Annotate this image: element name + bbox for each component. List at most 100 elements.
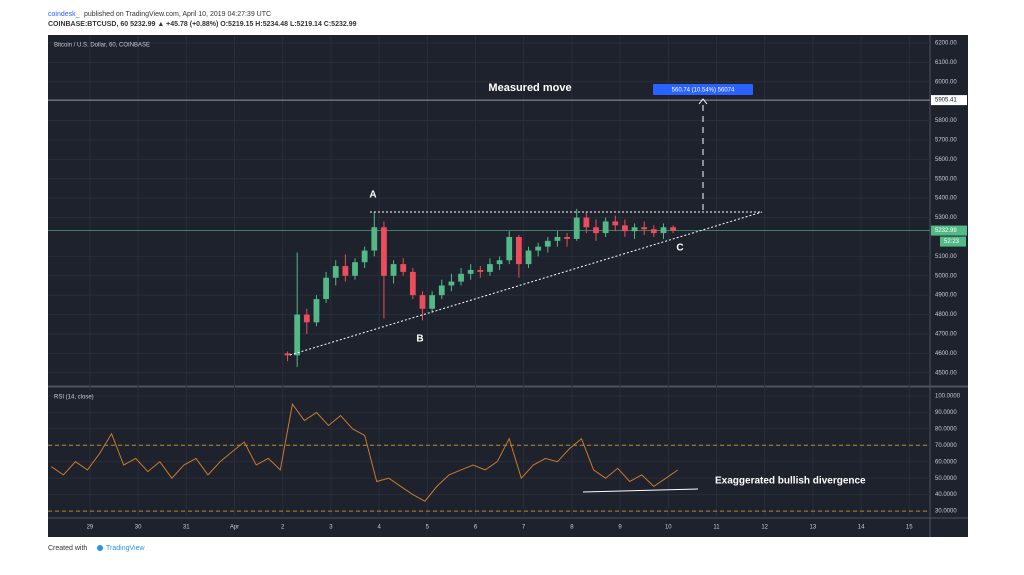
footer-brand[interactable]: TradingView (106, 545, 145, 552)
y-tick-label: 6000.00 (935, 79, 957, 85)
countdown: 52:23 (944, 239, 960, 245)
rsi-line (51, 402, 679, 502)
chart-background (48, 35, 968, 537)
candle-body (400, 264, 407, 272)
candle-body (429, 295, 436, 309)
candle-body (352, 262, 358, 276)
rsi-tick-label: 100.0000 (935, 393, 961, 399)
candle-body (535, 246, 542, 251)
x-tick-label: 7 (522, 525, 526, 531)
last-price-box (931, 225, 967, 236)
candle-body (323, 277, 329, 300)
candle-body (554, 236, 561, 241)
point-c: C (676, 243, 683, 254)
candle-body (670, 227, 677, 231)
quote: COINBASE:BTCUSD, 60 5232.99 ▲ +45.78 (+0… (48, 21, 357, 28)
y-tick-label: 5600.00 (935, 157, 957, 163)
candle-body (371, 227, 378, 251)
point-b: B (416, 334, 423, 345)
y-tick-label: 6100.00 (935, 60, 957, 66)
y-tick-label: 5300.00 (935, 215, 957, 221)
symbol-legend: Bitcoin / U.S. Dollar, 60, COINBASE (54, 43, 150, 49)
candle-body (612, 221, 619, 226)
divergence-line (582, 488, 699, 493)
candle-body (361, 250, 368, 263)
candle-body (381, 227, 387, 276)
x-tick-label: 13 (810, 525, 817, 531)
candle-body (496, 260, 503, 265)
x-tick-label: 11 (713, 525, 720, 531)
candle-body (477, 269, 484, 272)
footer-created: Created with (48, 545, 87, 552)
x-tick-label: 5 (426, 525, 430, 531)
measure-arrow-head (698, 98, 708, 105)
rsi-tick-label: 70.0000 (935, 443, 957, 449)
y-tick-label: 4900.00 (935, 293, 957, 299)
candle-body (294, 314, 301, 356)
point-a: A (369, 190, 376, 201)
marks: 29 30 31 Apr 2 3 4 5 6 7 8 9 10 11 12 13 14 15 6200.00 6100… (48, 41, 967, 531)
logo (97, 545, 103, 551)
x-tick-label: 14 (858, 525, 865, 531)
candle-body (515, 236, 522, 265)
candle-body (458, 273, 464, 282)
candle-body (583, 217, 590, 228)
last-price-label: 5232.99 (935, 228, 957, 234)
candle-body (448, 281, 455, 286)
x-tick-label: 4 (377, 525, 381, 531)
y-tick-label: 5800.00 (935, 118, 957, 124)
y-tick-label: 5400.00 (935, 196, 957, 202)
x-tick-label: 3 (329, 525, 333, 531)
x-tick-label: 10 (665, 525, 672, 531)
rsi-legend: RSI (14, close) (54, 395, 94, 401)
candle-body (660, 227, 667, 234)
y-tick-label: 4700.00 (935, 332, 957, 338)
candle-body (641, 227, 648, 230)
x-tick-label: 29 (87, 525, 94, 531)
candle-body (564, 236, 570, 239)
y-tick-label: 4500.00 (935, 370, 957, 376)
x-tick-label: 9 (618, 525, 622, 531)
candle-body (342, 266, 349, 276)
x-tick-label: 31 (183, 525, 190, 531)
candle-body (438, 285, 445, 296)
candle-body (467, 269, 474, 274)
candle-body (631, 227, 638, 232)
rsi-tick-label: 80.0000 (935, 426, 957, 432)
x-tick-label: 30 (135, 525, 142, 531)
candle-body (313, 299, 320, 323)
rsi-tick-label: 30.0000 (935, 509, 957, 515)
measure-box (653, 84, 753, 95)
x-tick-label: 2 (281, 525, 285, 531)
candle-body (650, 229, 657, 234)
candle-body (602, 221, 609, 234)
y-tick-label: 5100.00 (935, 254, 957, 260)
x-tick-label: 12 (761, 525, 768, 531)
x-tick-label: Apr (230, 525, 239, 531)
measure-box-label: 560.74 (10.54%) 56074 (672, 88, 735, 94)
candle-body (593, 227, 599, 234)
candle-body (409, 271, 416, 296)
publisher[interactable]: coindesk_ (48, 11, 80, 18)
countdown-box (940, 236, 966, 247)
rsi-tick-label: 60.0000 (935, 459, 957, 465)
candle-body (419, 295, 426, 309)
y-tick-label: 4800.00 (935, 312, 957, 318)
y-tick-label: 4600.00 (935, 351, 957, 357)
y-tick-label: 5000.00 (935, 273, 957, 279)
published: published on TradingView.com, April 10, … (84, 11, 271, 18)
target-box (931, 95, 967, 106)
candle-body (487, 264, 493, 272)
measured-move-label: Measured move (488, 82, 571, 94)
rsi-tick-label: 40.0000 (935, 492, 957, 498)
candle-body (544, 240, 551, 247)
candle-body (525, 250, 532, 265)
x-tick-label: 15 (906, 525, 913, 531)
y-tick-label: 5500.00 (935, 176, 957, 182)
candle-body (332, 266, 339, 278)
candle-body (390, 264, 397, 276)
candle-body (284, 353, 291, 356)
candle-body (622, 225, 628, 232)
